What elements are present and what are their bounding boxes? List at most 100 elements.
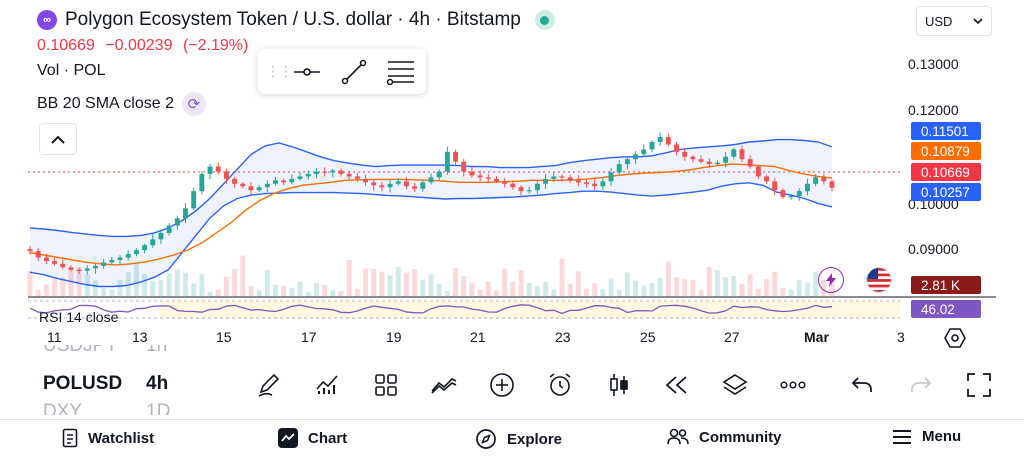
candle[interactable] bbox=[101, 262, 107, 266]
candle[interactable] bbox=[600, 181, 606, 187]
candle[interactable] bbox=[297, 176, 303, 179]
candle[interactable] bbox=[76, 269, 82, 271]
candle[interactable] bbox=[273, 180, 278, 184]
alert-icon[interactable] bbox=[545, 370, 575, 400]
symbol-prev[interactable]: USDJPY bbox=[43, 345, 118, 356]
candle[interactable] bbox=[371, 182, 377, 186]
candle[interactable] bbox=[796, 191, 802, 197]
candle[interactable] bbox=[403, 181, 409, 187]
rsi-legend-label[interactable]: RSI 14 close bbox=[39, 309, 119, 325]
candle[interactable] bbox=[436, 171, 442, 178]
candle[interactable] bbox=[559, 176, 565, 178]
candle[interactable] bbox=[240, 183, 246, 187]
candle[interactable] bbox=[420, 182, 426, 189]
candle[interactable] bbox=[739, 149, 745, 160]
replay-icon[interactable] bbox=[662, 370, 692, 400]
candle[interactable] bbox=[551, 176, 557, 179]
candle[interactable] bbox=[183, 208, 188, 219]
candle[interactable] bbox=[412, 186, 418, 189]
fib-retracement-button[interactable] bbox=[385, 57, 418, 87]
candle[interactable] bbox=[35, 251, 41, 258]
candle[interactable] bbox=[379, 185, 385, 188]
nav-watchlist[interactable]: Watchlist bbox=[62, 428, 154, 448]
symbol-current[interactable]: POLUSD bbox=[43, 373, 123, 394]
candle[interactable] bbox=[821, 177, 827, 182]
nav-explore[interactable]: Explore bbox=[475, 428, 562, 450]
candle[interactable] bbox=[608, 172, 614, 182]
pen-icon[interactable] bbox=[254, 370, 284, 400]
candle[interactable] bbox=[313, 171, 319, 174]
bb-legend[interactable]: BB 20 SMA close 2 ⟳ bbox=[37, 92, 206, 116]
candle[interactable] bbox=[584, 182, 589, 184]
timeframe-prev[interactable]: 1h bbox=[146, 345, 168, 356]
candle[interactable] bbox=[477, 175, 483, 178]
candle[interactable] bbox=[534, 183, 540, 191]
candle[interactable] bbox=[158, 232, 164, 240]
candle[interactable] bbox=[322, 171, 328, 173]
candle[interactable] bbox=[84, 268, 90, 271]
candle[interactable] bbox=[698, 159, 704, 162]
candles-icon[interactable] bbox=[604, 370, 634, 400]
candle[interactable] bbox=[93, 265, 98, 269]
candle[interactable] bbox=[706, 161, 712, 165]
candle[interactable] bbox=[813, 177, 819, 184]
candle[interactable] bbox=[592, 183, 598, 187]
market-open-icon[interactable] bbox=[534, 10, 555, 30]
more-icon[interactable] bbox=[778, 370, 808, 400]
candle[interactable] bbox=[142, 245, 148, 251]
candle[interactable] bbox=[682, 151, 688, 157]
candle[interactable] bbox=[518, 187, 524, 192]
candle[interactable] bbox=[755, 166, 761, 177]
us-flag-icon[interactable] bbox=[866, 267, 892, 293]
price-chart[interactable] bbox=[0, 0, 1024, 350]
candle[interactable] bbox=[199, 173, 205, 192]
candle[interactable] bbox=[788, 196, 794, 198]
candle[interactable] bbox=[256, 187, 262, 191]
candle[interactable] bbox=[387, 183, 393, 188]
add-icon[interactable] bbox=[487, 370, 517, 400]
candle[interactable] bbox=[305, 173, 311, 177]
candle[interactable] bbox=[289, 178, 295, 183]
candle[interactable] bbox=[624, 159, 630, 165]
candle[interactable] bbox=[232, 178, 238, 184]
candle[interactable] bbox=[27, 249, 33, 252]
candle[interactable] bbox=[633, 154, 639, 160]
candle[interactable] bbox=[223, 171, 229, 179]
symbol-next[interactable]: DXY bbox=[43, 401, 83, 415]
candle[interactable] bbox=[485, 177, 491, 179]
currency-select[interactable]: USD bbox=[916, 6, 992, 36]
candle[interactable] bbox=[461, 161, 467, 172]
fullscreen-icon[interactable] bbox=[964, 370, 994, 400]
candle[interactable] bbox=[453, 151, 459, 162]
candle[interactable] bbox=[567, 177, 573, 181]
candle[interactable] bbox=[207, 166, 213, 174]
drag-handle-icon[interactable]: ⋮⋮ bbox=[266, 63, 293, 79]
candle[interactable] bbox=[68, 267, 74, 270]
candle[interactable] bbox=[674, 144, 679, 152]
candle[interactable] bbox=[657, 137, 663, 143]
collapse-legend-button[interactable] bbox=[39, 123, 77, 155]
timeframe-next[interactable]: 1D bbox=[146, 401, 171, 415]
nav-community[interactable]: Community bbox=[667, 428, 782, 446]
candle[interactable] bbox=[395, 181, 401, 184]
symbol-title[interactable]: Polygon Ecosystem Token / U.S. dollar · … bbox=[65, 9, 521, 30]
candle[interactable] bbox=[616, 164, 622, 173]
candle[interactable] bbox=[330, 170, 336, 173]
candle[interactable] bbox=[215, 166, 221, 172]
candle[interactable] bbox=[264, 183, 270, 188]
lightning-icon[interactable] bbox=[818, 267, 844, 293]
candle[interactable] bbox=[281, 180, 287, 183]
candle[interactable] bbox=[665, 137, 671, 145]
redo-icon[interactable] bbox=[906, 370, 936, 400]
candle[interactable] bbox=[354, 176, 360, 179]
candle[interactable] bbox=[747, 159, 753, 167]
indicators-icon[interactable] bbox=[312, 370, 342, 400]
candle[interactable] bbox=[150, 239, 156, 246]
candle[interactable] bbox=[723, 156, 729, 163]
volume-legend[interactable]: Vol · POL bbox=[37, 62, 105, 80]
templates-icon[interactable] bbox=[371, 370, 401, 400]
candle[interactable] bbox=[60, 263, 66, 268]
nav-menu[interactable]: Menu bbox=[892, 428, 961, 445]
candle[interactable] bbox=[510, 183, 516, 188]
candle[interactable] bbox=[641, 149, 647, 155]
